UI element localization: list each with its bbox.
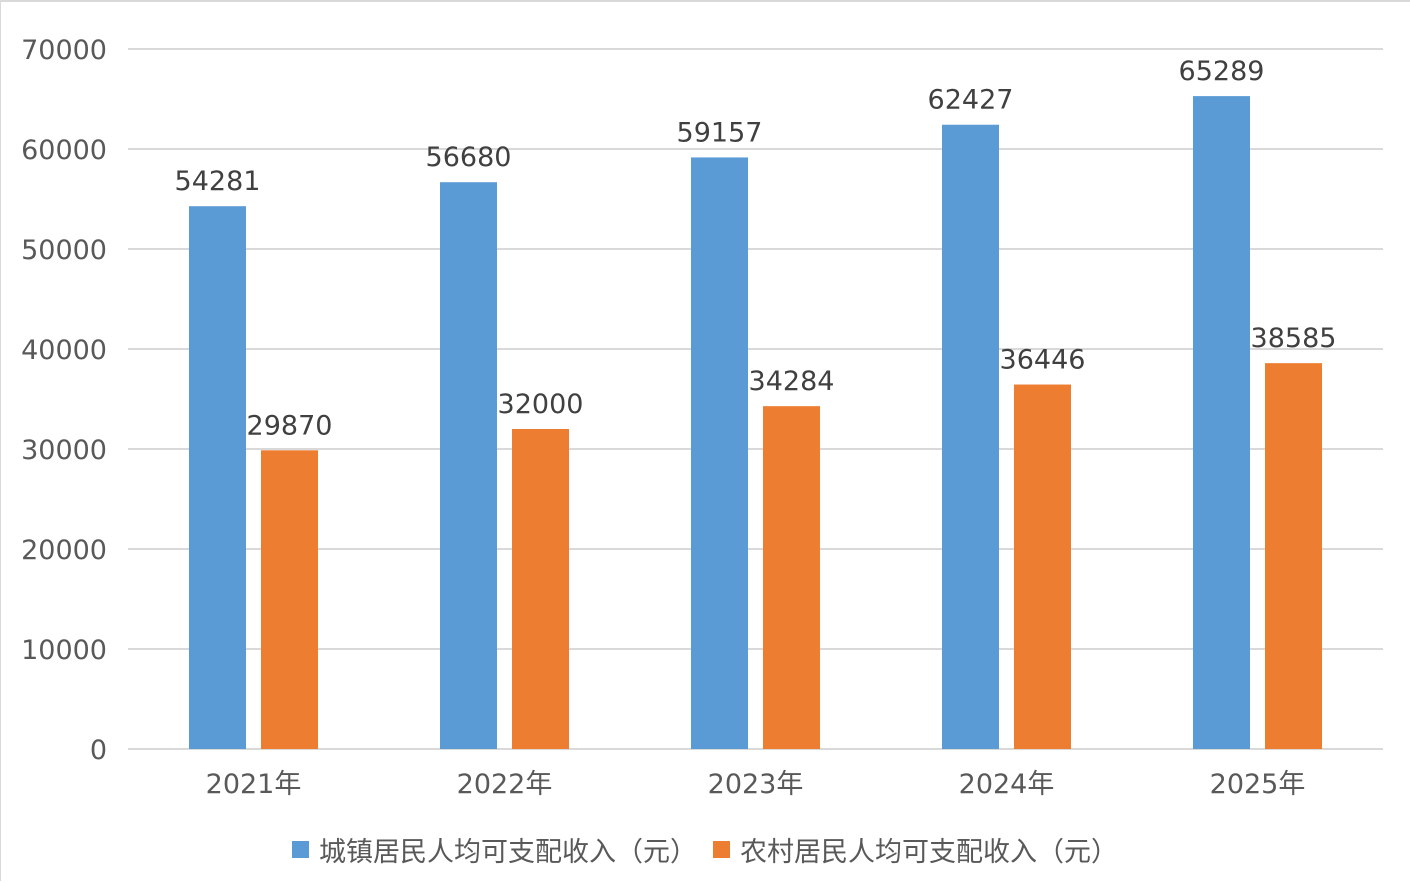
data-label: 59157 <box>677 117 763 148</box>
legend: 城镇居民人均可支配收入（元） 农村居民人均可支配收入（元） <box>0 830 1410 869</box>
bars <box>189 96 1322 750</box>
x-axis-ticks: 2021年 2022年 2023年 2024年 2025年 <box>206 769 1306 800</box>
data-label: 38585 <box>1251 323 1337 354</box>
x-tick-label: 2023年 <box>708 769 804 800</box>
y-tick-label: 20000 <box>21 535 107 566</box>
y-tick-label: 60000 <box>21 135 107 166</box>
urban-bar <box>942 124 999 750</box>
urban-bar <box>691 157 748 749</box>
urban-bar <box>189 206 246 749</box>
legend-item-urban: 城镇居民人均可支配收入（元） <box>292 830 697 869</box>
urban-bar <box>1193 96 1250 750</box>
x-tick-label: 2024年 <box>959 769 1055 800</box>
gridlines <box>128 48 1383 750</box>
x-tick-label: 2021年 <box>206 769 302 800</box>
data-label: 62427 <box>928 85 1014 116</box>
rural-bar <box>261 450 318 749</box>
data-label: 29870 <box>247 410 333 441</box>
y-tick-label: 50000 <box>21 235 107 266</box>
rural-bar <box>512 429 569 749</box>
data-labels: 54281 29870 56680 32000 59157 34284 62427 36446… <box>175 56 1337 441</box>
y-axis-ticks: 0 10000 20000 30000 40000 50000 60000 70000 <box>21 35 107 766</box>
legend-label-urban: 城镇居民人均可支配收入（元） <box>319 837 697 868</box>
rural-bar <box>763 406 820 749</box>
legend-label-rural: 农村居民人均可支配收入（元） <box>740 837 1118 868</box>
y-tick-label: 0 <box>90 735 107 766</box>
data-label: 56680 <box>426 142 512 173</box>
data-label: 34284 <box>749 366 835 397</box>
rural-bar <box>1014 384 1071 749</box>
legend-swatch-rural <box>713 841 730 858</box>
y-tick-label: 40000 <box>21 335 107 366</box>
y-tick-label: 30000 <box>21 435 107 466</box>
data-label: 65289 <box>1179 56 1265 87</box>
rural-bar <box>1265 363 1322 749</box>
data-label: 36446 <box>1000 345 1086 376</box>
y-tick-label: 10000 <box>21 635 107 666</box>
y-tick-label: 70000 <box>21 35 107 66</box>
x-tick-label: 2022年 <box>457 769 553 800</box>
x-tick-label: 2025年 <box>1210 769 1306 800</box>
legend-swatch-urban <box>292 841 309 858</box>
data-label: 32000 <box>498 389 584 420</box>
data-label: 54281 <box>175 166 261 197</box>
urban-bar <box>440 182 497 749</box>
legend-item-rural: 农村居民人均可支配收入（元） <box>713 830 1118 869</box>
